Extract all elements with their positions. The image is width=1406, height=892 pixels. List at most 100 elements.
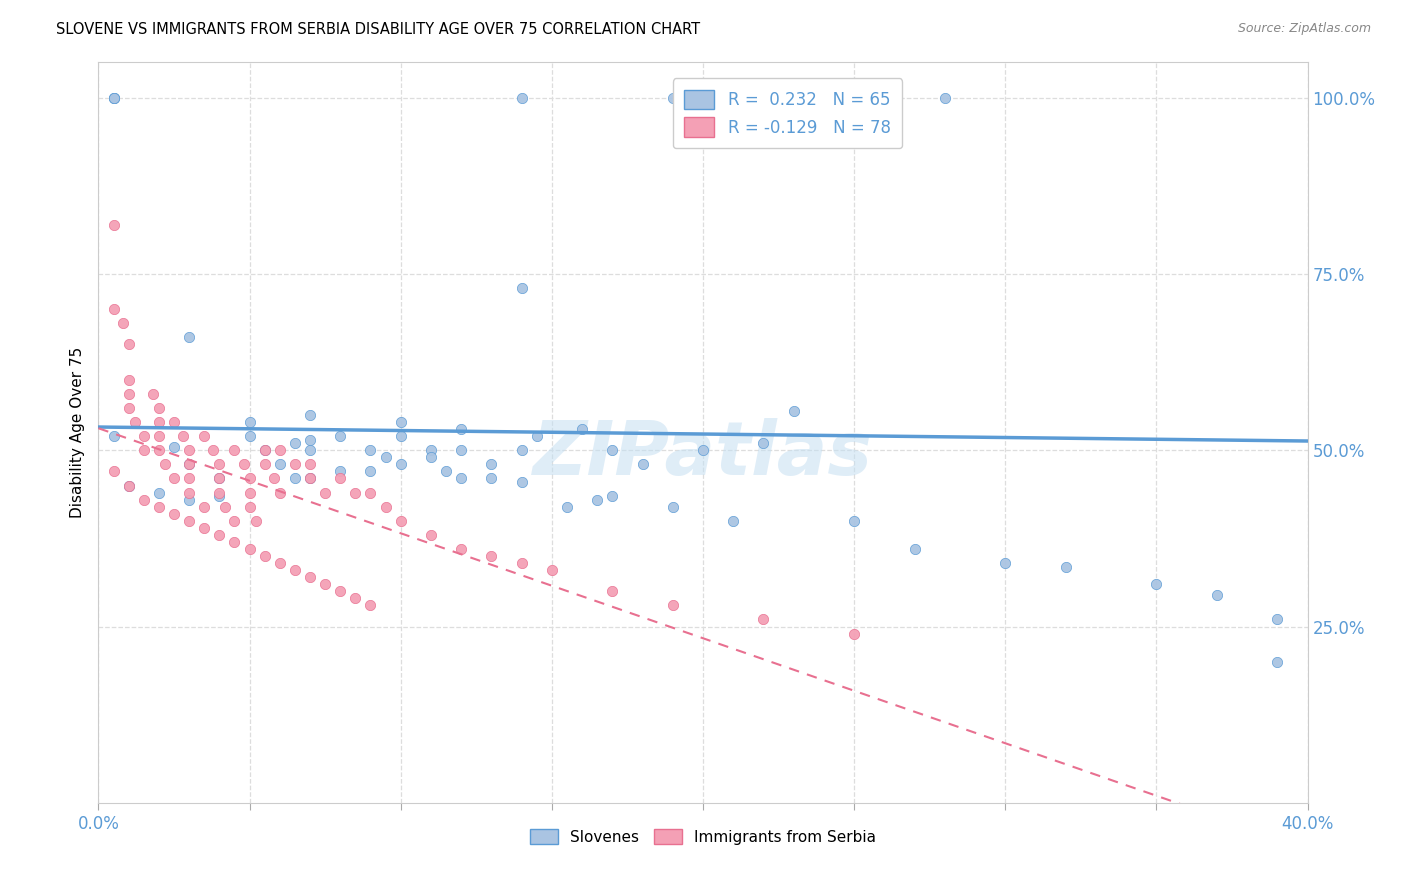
- Point: [103, 429, 125, 443]
- Point: [314, 577, 336, 591]
- Point: [103, 91, 125, 105]
- Point: [284, 471, 307, 485]
- Point: [602, 489, 624, 503]
- Point: [389, 458, 412, 472]
- Point: [208, 528, 231, 542]
- Point: [239, 429, 262, 443]
- Point: [434, 464, 457, 478]
- Point: [224, 443, 246, 458]
- Point: [389, 429, 412, 443]
- Point: [510, 443, 533, 458]
- Point: [299, 471, 322, 485]
- Text: Source: ZipAtlas.com: Source: ZipAtlas.com: [1237, 22, 1371, 36]
- Point: [263, 471, 285, 485]
- Point: [202, 443, 225, 458]
- Point: [193, 521, 215, 535]
- Point: [602, 584, 624, 599]
- Point: [1206, 588, 1229, 602]
- Point: [314, 485, 336, 500]
- Point: [103, 302, 125, 317]
- Point: [148, 500, 170, 514]
- Point: [179, 471, 201, 485]
- Point: [208, 471, 231, 485]
- Point: [163, 507, 186, 521]
- Point: [661, 91, 683, 105]
- Point: [103, 91, 125, 105]
- Point: [1144, 577, 1167, 591]
- Point: [329, 464, 352, 478]
- Point: [752, 612, 775, 626]
- Point: [103, 464, 125, 478]
- Point: [284, 436, 307, 450]
- Point: [148, 485, 170, 500]
- Point: [420, 450, 443, 465]
- Point: [148, 443, 170, 458]
- Point: [193, 500, 215, 514]
- Text: ZIPatlas: ZIPatlas: [533, 418, 873, 491]
- Point: [602, 443, 624, 458]
- Point: [510, 556, 533, 570]
- Point: [631, 458, 654, 472]
- Point: [103, 91, 125, 105]
- Point: [450, 471, 472, 485]
- Point: [124, 415, 146, 429]
- Point: [481, 549, 503, 563]
- Point: [934, 91, 956, 105]
- Point: [360, 464, 382, 478]
- Point: [481, 471, 503, 485]
- Point: [103, 218, 125, 232]
- Point: [299, 471, 322, 485]
- Point: [299, 443, 322, 458]
- Point: [208, 471, 231, 485]
- Point: [132, 429, 155, 443]
- Point: [526, 429, 548, 443]
- Point: [269, 556, 291, 570]
- Text: SLOVENE VS IMMIGRANTS FROM SERBIA DISABILITY AGE OVER 75 CORRELATION CHART: SLOVENE VS IMMIGRANTS FROM SERBIA DISABI…: [56, 22, 700, 37]
- Point: [360, 599, 382, 613]
- Point: [208, 485, 231, 500]
- Point: [389, 514, 412, 528]
- Point: [179, 330, 201, 344]
- Point: [510, 91, 533, 105]
- Point: [118, 478, 141, 492]
- Point: [723, 514, 745, 528]
- Point: [450, 422, 472, 436]
- Point: [142, 387, 165, 401]
- Point: [329, 471, 352, 485]
- Point: [450, 541, 472, 556]
- Point: [253, 443, 276, 458]
- Point: [1267, 655, 1289, 669]
- Point: [1267, 612, 1289, 626]
- Point: [844, 626, 866, 640]
- Point: [132, 492, 155, 507]
- Point: [224, 514, 246, 528]
- Point: [555, 500, 578, 514]
- Point: [269, 485, 291, 500]
- Point: [239, 500, 262, 514]
- Point: [118, 478, 141, 492]
- Point: [450, 443, 472, 458]
- Point: [208, 458, 231, 472]
- Point: [153, 458, 176, 472]
- Point: [163, 415, 186, 429]
- Point: [360, 443, 382, 458]
- Point: [344, 591, 367, 606]
- Point: [586, 492, 609, 507]
- Point: [163, 471, 186, 485]
- Point: [179, 458, 201, 472]
- Point: [904, 541, 927, 556]
- Point: [148, 429, 170, 443]
- Point: [118, 337, 141, 351]
- Point: [193, 429, 215, 443]
- Point: [329, 429, 352, 443]
- Point: [239, 541, 262, 556]
- Point: [374, 450, 396, 465]
- Point: [420, 443, 443, 458]
- Point: [389, 415, 412, 429]
- Point: [540, 563, 562, 577]
- Point: [224, 535, 246, 549]
- Point: [510, 281, 533, 295]
- Point: [752, 436, 775, 450]
- Point: [571, 422, 593, 436]
- Point: [179, 485, 201, 500]
